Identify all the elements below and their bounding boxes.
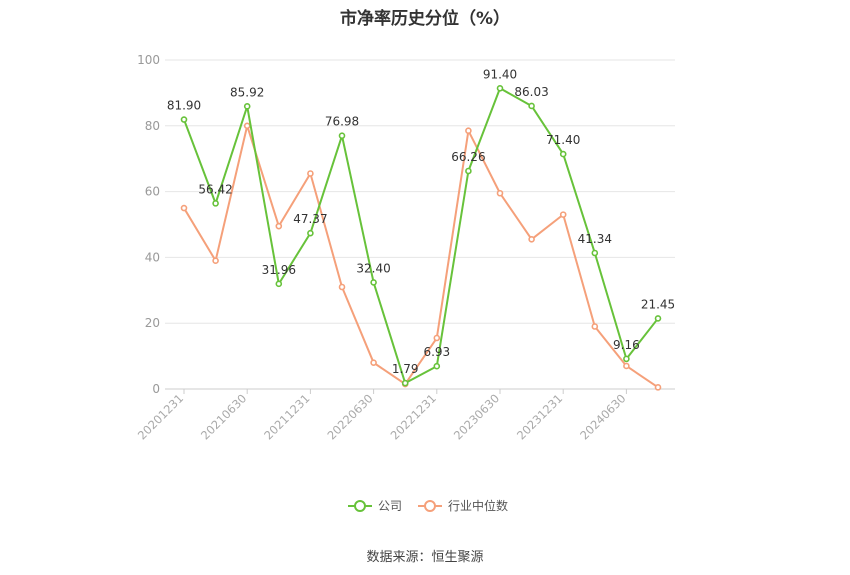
data-point bbox=[243, 122, 251, 130]
data-point bbox=[591, 323, 599, 330]
y-tick-label: 100 bbox=[137, 53, 160, 67]
data-point bbox=[307, 170, 314, 177]
data-point bbox=[654, 315, 662, 322]
data-label: 66.26 bbox=[451, 150, 485, 164]
data-point bbox=[180, 204, 188, 212]
data-point bbox=[433, 362, 441, 370]
data-point bbox=[623, 355, 630, 363]
legend-swatch-marker bbox=[424, 500, 436, 512]
data-point bbox=[465, 127, 472, 135]
data-point bbox=[370, 279, 377, 286]
x-tick-label: 20211231 bbox=[261, 391, 312, 442]
series-line-company bbox=[183, 87, 659, 385]
legend-label: 行业中位数 bbox=[448, 498, 508, 513]
data-point bbox=[338, 283, 346, 291]
data-point bbox=[528, 236, 535, 243]
x-tick-label: 20220630 bbox=[324, 391, 375, 442]
source-note: 数据来源：恒生聚源 bbox=[366, 550, 484, 565]
data-point bbox=[370, 359, 377, 366]
data-point bbox=[465, 167, 472, 175]
data-label: 81.90 bbox=[167, 99, 201, 113]
data-label: 21.45 bbox=[641, 297, 675, 311]
data-point bbox=[307, 229, 314, 237]
data-label: 47.37 bbox=[293, 212, 327, 226]
data-point bbox=[591, 249, 599, 257]
x-tick-label: 20230630 bbox=[451, 391, 502, 442]
data-label: 31.96 bbox=[262, 263, 296, 277]
y-tick-label: 0 bbox=[152, 382, 160, 396]
data-label: 6.93 bbox=[423, 345, 450, 359]
data-label: 71.40 bbox=[546, 133, 580, 147]
data-point bbox=[401, 379, 409, 387]
data-point bbox=[654, 384, 662, 391]
x-tick-label: 20210630 bbox=[198, 391, 249, 442]
data-point bbox=[180, 116, 188, 123]
data-point bbox=[212, 200, 219, 207]
data-label: 86.03 bbox=[514, 85, 548, 99]
data-point bbox=[275, 222, 283, 230]
y-tick-label: 20 bbox=[145, 316, 160, 330]
data-point bbox=[496, 189, 504, 197]
data-point bbox=[275, 280, 283, 288]
data-label: 1.79 bbox=[392, 362, 419, 376]
data-point bbox=[623, 362, 630, 370]
data-point bbox=[338, 132, 346, 140]
x-tick-label: 20221231 bbox=[388, 391, 439, 442]
data-point bbox=[559, 211, 567, 218]
y-tick-label: 40 bbox=[145, 250, 160, 264]
legend-swatch-marker bbox=[354, 500, 366, 512]
data-point bbox=[243, 103, 251, 110]
x-tick-label: 20231231 bbox=[514, 391, 565, 442]
data-point bbox=[212, 257, 219, 264]
data-point bbox=[433, 334, 441, 342]
data-label: 32.40 bbox=[356, 261, 390, 275]
data-label: 9.16 bbox=[613, 338, 640, 352]
legend-label: 公司 bbox=[378, 499, 402, 513]
data-label: 41.34 bbox=[578, 232, 612, 246]
series-line-industry bbox=[183, 124, 659, 389]
y-tick-label: 60 bbox=[145, 185, 160, 199]
y-tick-label: 80 bbox=[145, 119, 160, 133]
x-tick-label: 20240630 bbox=[577, 391, 628, 442]
data-point bbox=[559, 150, 567, 158]
data-point bbox=[496, 84, 504, 92]
chart-title: 市净率历史分位（%） bbox=[339, 9, 511, 29]
data-label: 85.92 bbox=[230, 85, 264, 99]
data-label: 76.98 bbox=[325, 115, 359, 129]
data-point bbox=[528, 102, 535, 110]
data-label: 56.42 bbox=[198, 182, 232, 196]
x-tick-label: 20201231 bbox=[135, 391, 186, 442]
data-label: 91.40 bbox=[483, 67, 517, 81]
